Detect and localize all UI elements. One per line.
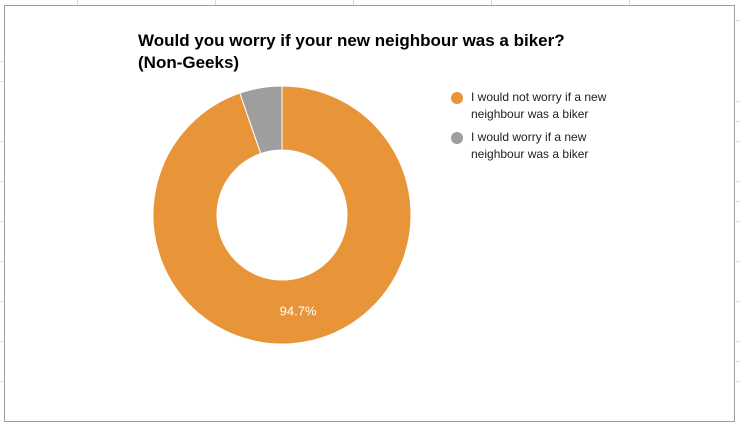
gridline bbox=[491, 0, 492, 6]
gridline bbox=[736, 121, 740, 122]
gridline bbox=[736, 381, 740, 382]
chart-title: Would you worry if your new neighbour wa… bbox=[138, 31, 565, 72]
gridline bbox=[736, 301, 740, 302]
donut-slice-not-worry[interactable] bbox=[152, 85, 412, 345]
legend-swatch-worry bbox=[451, 132, 463, 144]
legend-label-worry: I would worry if a new neighbour was a b… bbox=[471, 130, 589, 161]
gridline bbox=[736, 141, 740, 142]
gridline bbox=[77, 0, 78, 6]
gridline bbox=[736, 361, 740, 362]
gridline bbox=[736, 341, 740, 342]
data-label-not-worry: 94.7% bbox=[280, 304, 317, 319]
gridline bbox=[736, 20, 740, 21]
donut-slice-worry[interactable] bbox=[239, 85, 283, 155]
gridline bbox=[736, 201, 740, 202]
gridline bbox=[0, 261, 4, 262]
gridline bbox=[736, 221, 740, 222]
legend-label-not-worry: I would not worry if a new neighbour was… bbox=[471, 90, 607, 121]
donut-chart: 94.7% bbox=[152, 85, 412, 345]
gridline bbox=[0, 61, 4, 62]
gridline bbox=[0, 301, 4, 302]
legend-item-worry[interactable]: I would worry if a new neighbour was a b… bbox=[451, 129, 621, 163]
gridline bbox=[0, 181, 4, 182]
gridline bbox=[0, 141, 4, 142]
gridline bbox=[215, 0, 216, 6]
chart-legend: I would not worry if a new neighbour was… bbox=[451, 89, 621, 169]
legend-item-not-worry[interactable]: I would not worry if a new neighbour was… bbox=[451, 89, 621, 123]
gridline bbox=[736, 181, 740, 182]
gridline bbox=[736, 261, 740, 262]
row-gridlines-right bbox=[736, 0, 740, 425]
gridline bbox=[0, 381, 4, 382]
legend-swatch-not-worry bbox=[451, 92, 463, 104]
column-gridlines bbox=[0, 0, 740, 6]
gridline bbox=[629, 0, 630, 6]
gridline bbox=[353, 0, 354, 6]
gridline bbox=[736, 101, 740, 102]
gridline bbox=[0, 81, 4, 82]
chart-container[interactable]: 94.7% Would you worry if your new neighb… bbox=[4, 5, 735, 422]
row-gridlines-left bbox=[0, 0, 4, 425]
gridline bbox=[0, 341, 4, 342]
gridline bbox=[0, 221, 4, 222]
